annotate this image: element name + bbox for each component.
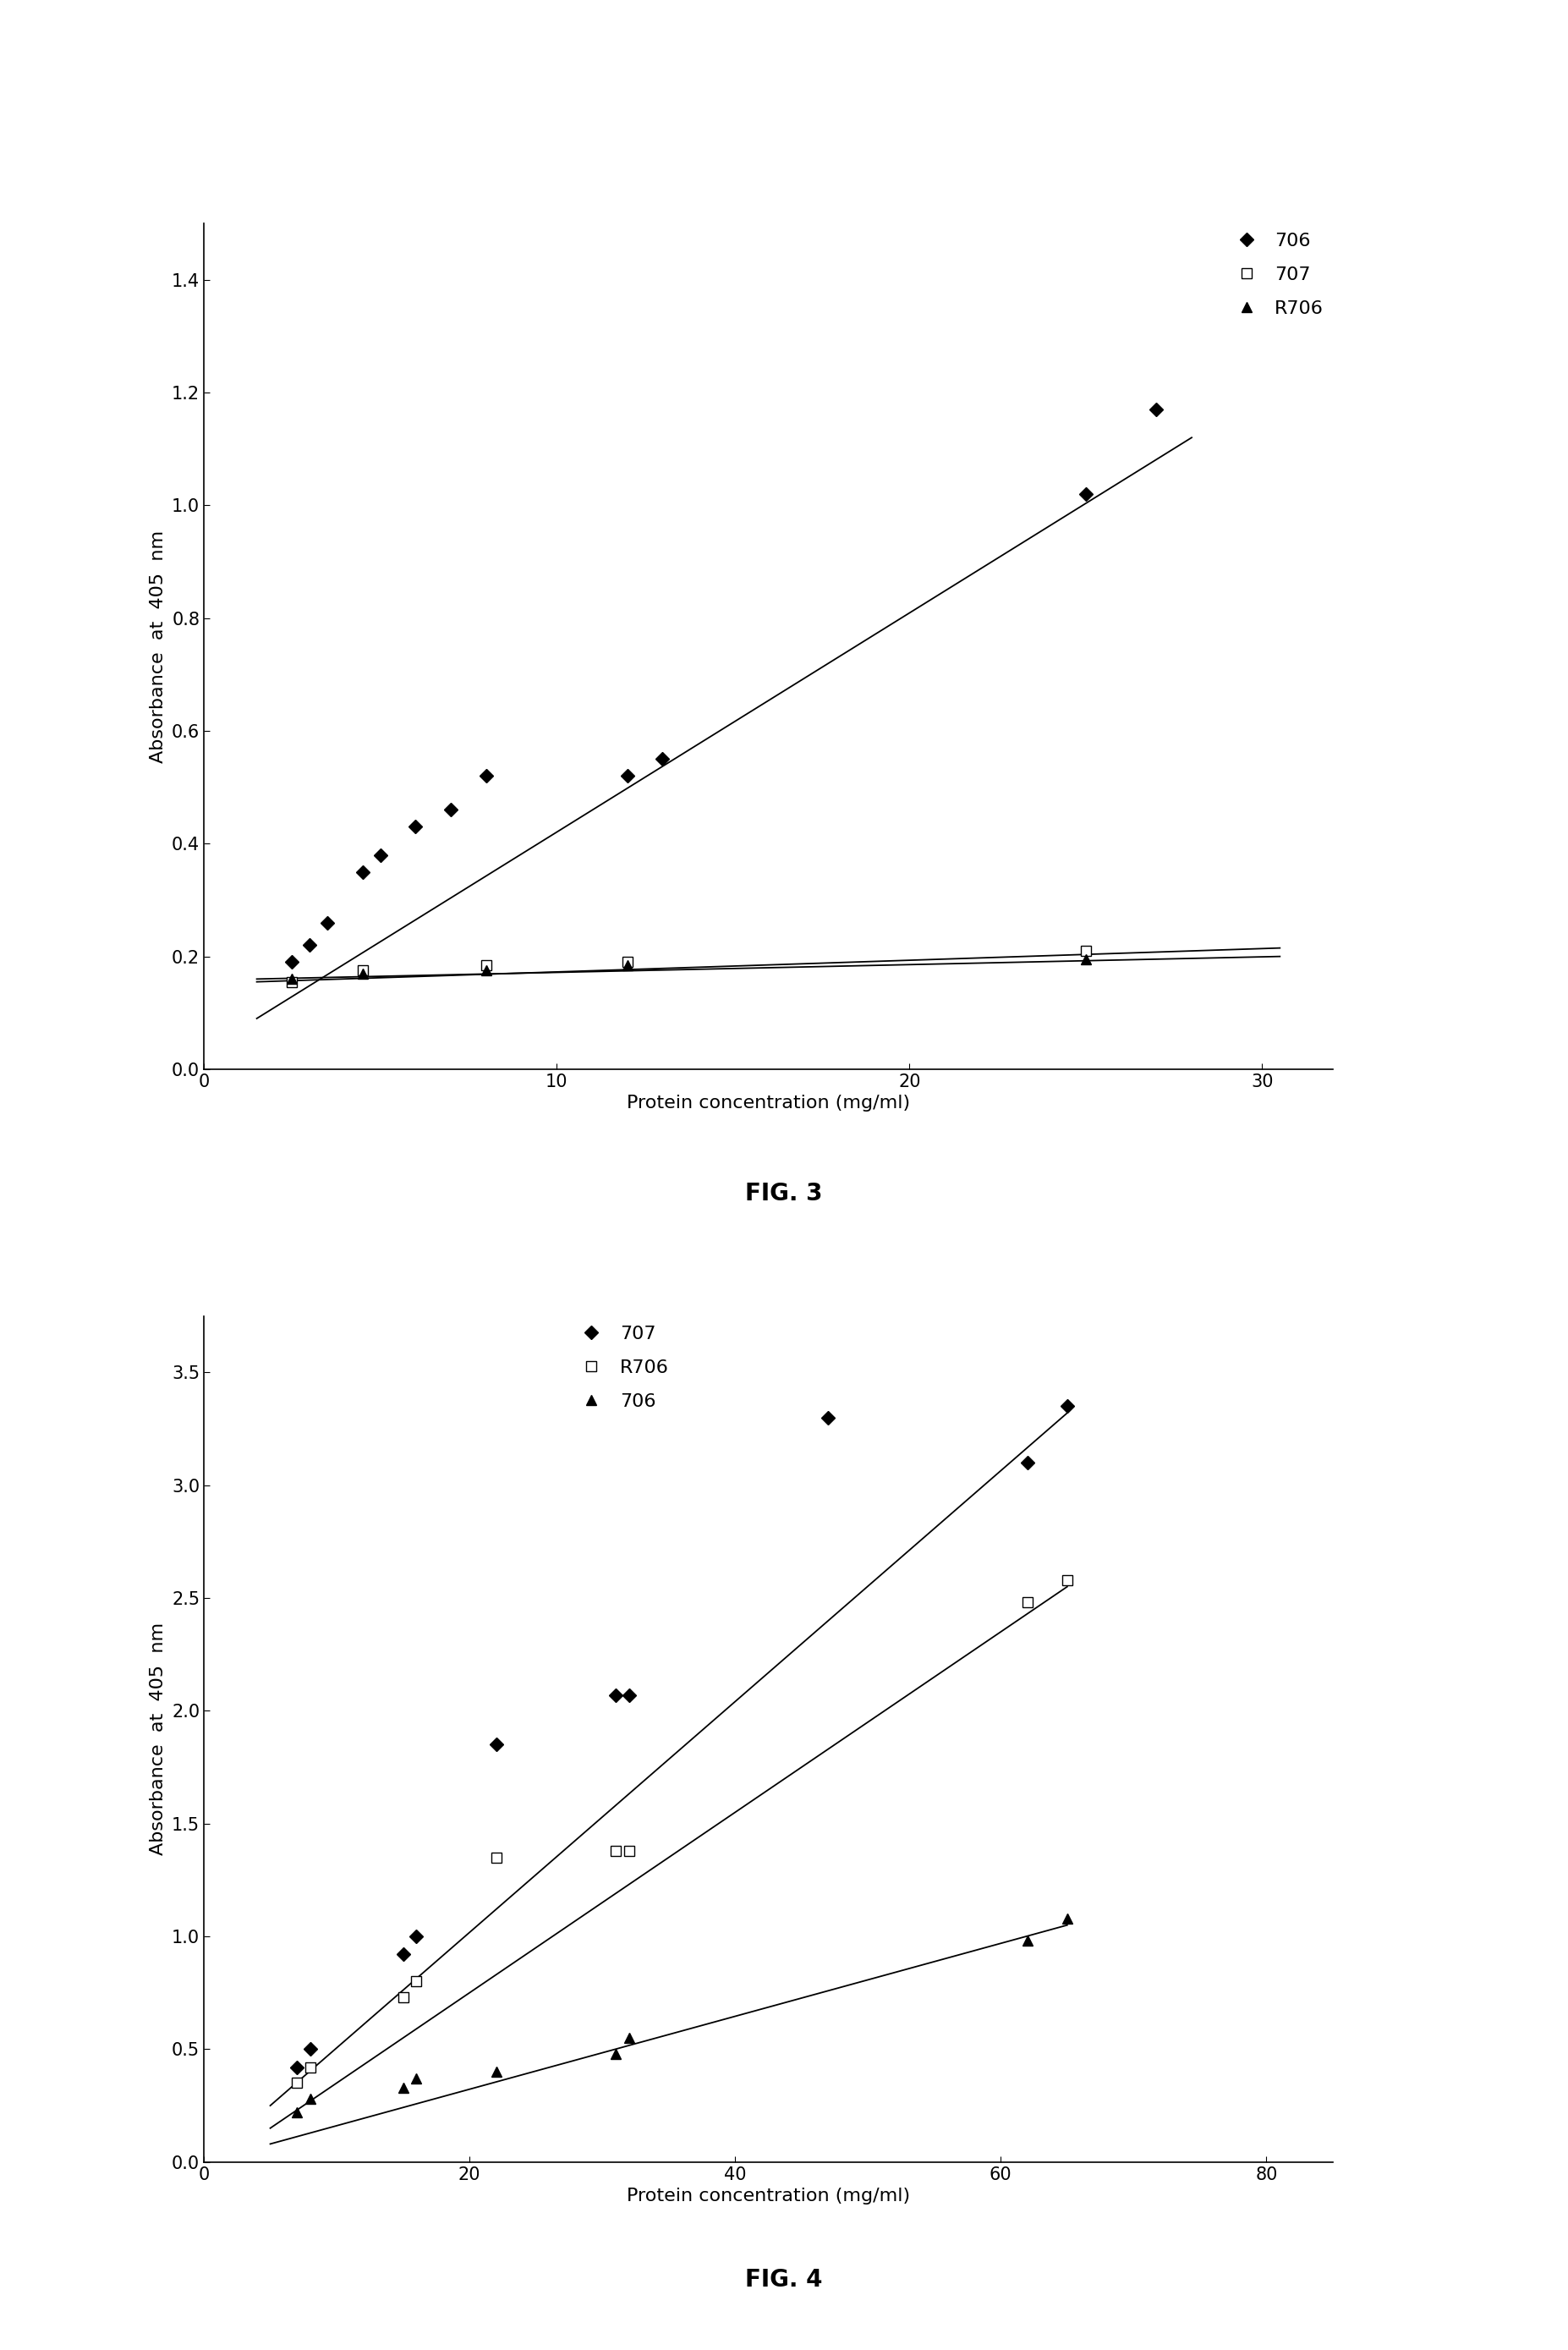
706 — [406, 813, 425, 841]
706 — [1018, 1927, 1036, 1955]
R706 — [301, 2054, 320, 2082]
R706 — [477, 956, 495, 985]
R706 — [619, 1838, 638, 1866]
Line: 706: 706 — [287, 404, 1160, 966]
706 — [652, 745, 671, 773]
707 — [618, 947, 637, 975]
706 — [370, 841, 389, 870]
707 — [301, 2035, 320, 2063]
707 — [394, 1941, 412, 1969]
707 — [486, 1730, 505, 1758]
Line: 706: 706 — [292, 1913, 1073, 2117]
Text: FIG. 4: FIG. 4 — [745, 2268, 823, 2291]
706 — [318, 909, 337, 938]
R706 — [394, 1983, 412, 2012]
706 — [353, 858, 372, 886]
R706 — [282, 966, 301, 994]
707 — [1058, 1391, 1077, 1419]
R706 — [408, 1967, 426, 1995]
Y-axis label: Absorbance  at  405  nm: Absorbance at 405 nm — [151, 1622, 168, 1857]
707 — [287, 2054, 306, 2082]
707 — [1018, 1448, 1036, 1476]
X-axis label: Protein concentration (mg/ml): Protein concentration (mg/ml) — [627, 2188, 909, 2204]
707 — [607, 1680, 626, 1708]
707 — [1076, 938, 1094, 966]
Line: R706: R706 — [287, 954, 1090, 985]
R706 — [1018, 1589, 1036, 1617]
707 — [408, 1922, 426, 1951]
Legend: 706, 707, R706: 706, 707, R706 — [1228, 233, 1323, 317]
Line: 707: 707 — [292, 1401, 1073, 2073]
706 — [486, 2059, 505, 2087]
R706 — [1058, 1565, 1077, 1593]
706 — [619, 2023, 638, 2052]
707 — [818, 1403, 837, 1431]
707 — [477, 952, 495, 980]
706 — [287, 2099, 306, 2127]
706 — [607, 2040, 626, 2068]
706 — [477, 761, 495, 790]
R706 — [618, 952, 637, 980]
Line: 707: 707 — [287, 947, 1090, 987]
706 — [282, 947, 301, 975]
706 — [299, 931, 318, 959]
706 — [1076, 479, 1094, 508]
706 — [1058, 1904, 1077, 1932]
706 — [618, 761, 637, 790]
707 — [282, 968, 301, 996]
X-axis label: Protein concentration (mg/ml): Protein concentration (mg/ml) — [627, 1095, 909, 1112]
Legend: 707, R706, 706: 707, R706, 706 — [572, 1325, 668, 1410]
706 — [1146, 395, 1165, 423]
707 — [619, 1680, 638, 1708]
R706 — [353, 959, 372, 987]
Y-axis label: Absorbance  at  405  nm: Absorbance at 405 nm — [151, 529, 166, 764]
706 — [408, 2063, 426, 2092]
706 — [394, 2073, 412, 2101]
Line: R706: R706 — [292, 1575, 1073, 2087]
R706 — [287, 2068, 306, 2096]
R706 — [607, 1838, 626, 1866]
707 — [353, 956, 372, 985]
R706 — [486, 1842, 505, 1871]
Text: FIG. 3: FIG. 3 — [745, 1182, 823, 1206]
R706 — [1076, 945, 1094, 973]
706 — [442, 797, 461, 825]
706 — [301, 2084, 320, 2113]
